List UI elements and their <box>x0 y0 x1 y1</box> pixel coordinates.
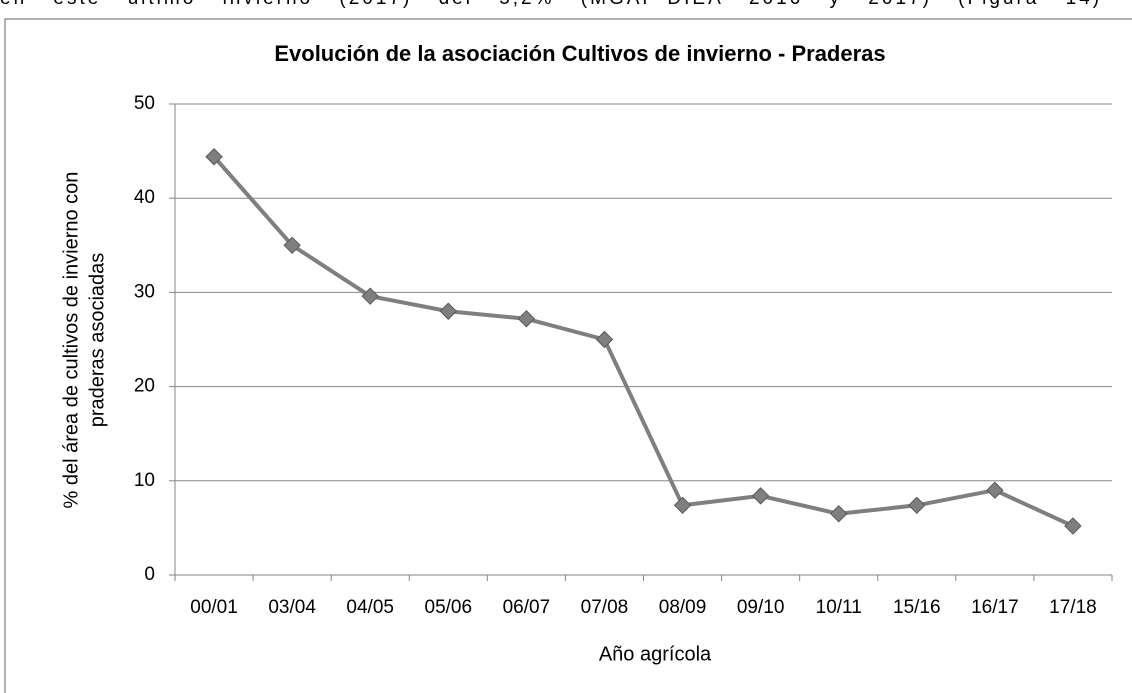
data-line <box>212 155 1074 528</box>
x-tick-label: 05/06 <box>425 597 473 618</box>
data-marker <box>283 236 301 255</box>
data-marker <box>205 148 223 166</box>
data-marker <box>673 496 692 514</box>
data-marker <box>1064 517 1082 535</box>
y-tick-label: 50 <box>134 93 155 114</box>
x-tick-label: 04/05 <box>346 597 394 618</box>
x-tick-label: 08/09 <box>659 597 707 618</box>
x-tick-label: 06/07 <box>503 597 551 618</box>
data-marker <box>830 505 848 523</box>
y-axis-label-line: praderas asociadas <box>86 253 108 428</box>
y-tick-label: 10 <box>134 470 155 491</box>
x-tick-label: 00/01 <box>190 597 238 618</box>
x-tick-label: 09/10 <box>737 597 785 618</box>
y-tick-label: 30 <box>134 281 155 302</box>
x-tick-label: 10/11 <box>816 597 862 618</box>
data-marker <box>439 302 457 320</box>
data-marker <box>361 287 379 305</box>
y-axis-label-line: % del área de cultivos de invierno con <box>60 172 82 509</box>
y-tick-label: 20 <box>134 376 155 397</box>
data-marker <box>517 310 536 328</box>
y-tick-label: 0 <box>144 564 155 585</box>
chart-title: Evolución de la asociación Cultivos de i… <box>274 41 885 66</box>
document-text: en este último invierno (2017) del 5,2% … <box>0 0 1132 10</box>
data-marker <box>986 481 1004 499</box>
x-tick-label: 03/04 <box>268 597 316 618</box>
data-marker <box>908 496 926 514</box>
y-axis-label: % del área de cultivos de invierno con p… <box>60 172 108 509</box>
chart-border <box>4 18 1132 693</box>
data-marker <box>751 487 770 505</box>
y-tick-label: 40 <box>134 187 155 208</box>
x-tick-label: 07/08 <box>581 597 629 618</box>
x-tick-label: 16/17 <box>971 597 1019 618</box>
x-tick-label: 17/18 <box>1049 597 1097 618</box>
x-tick-label: 15/16 <box>893 597 941 618</box>
x-axis-label: Año agrícola <box>599 643 712 665</box>
data-marker <box>595 330 614 349</box>
